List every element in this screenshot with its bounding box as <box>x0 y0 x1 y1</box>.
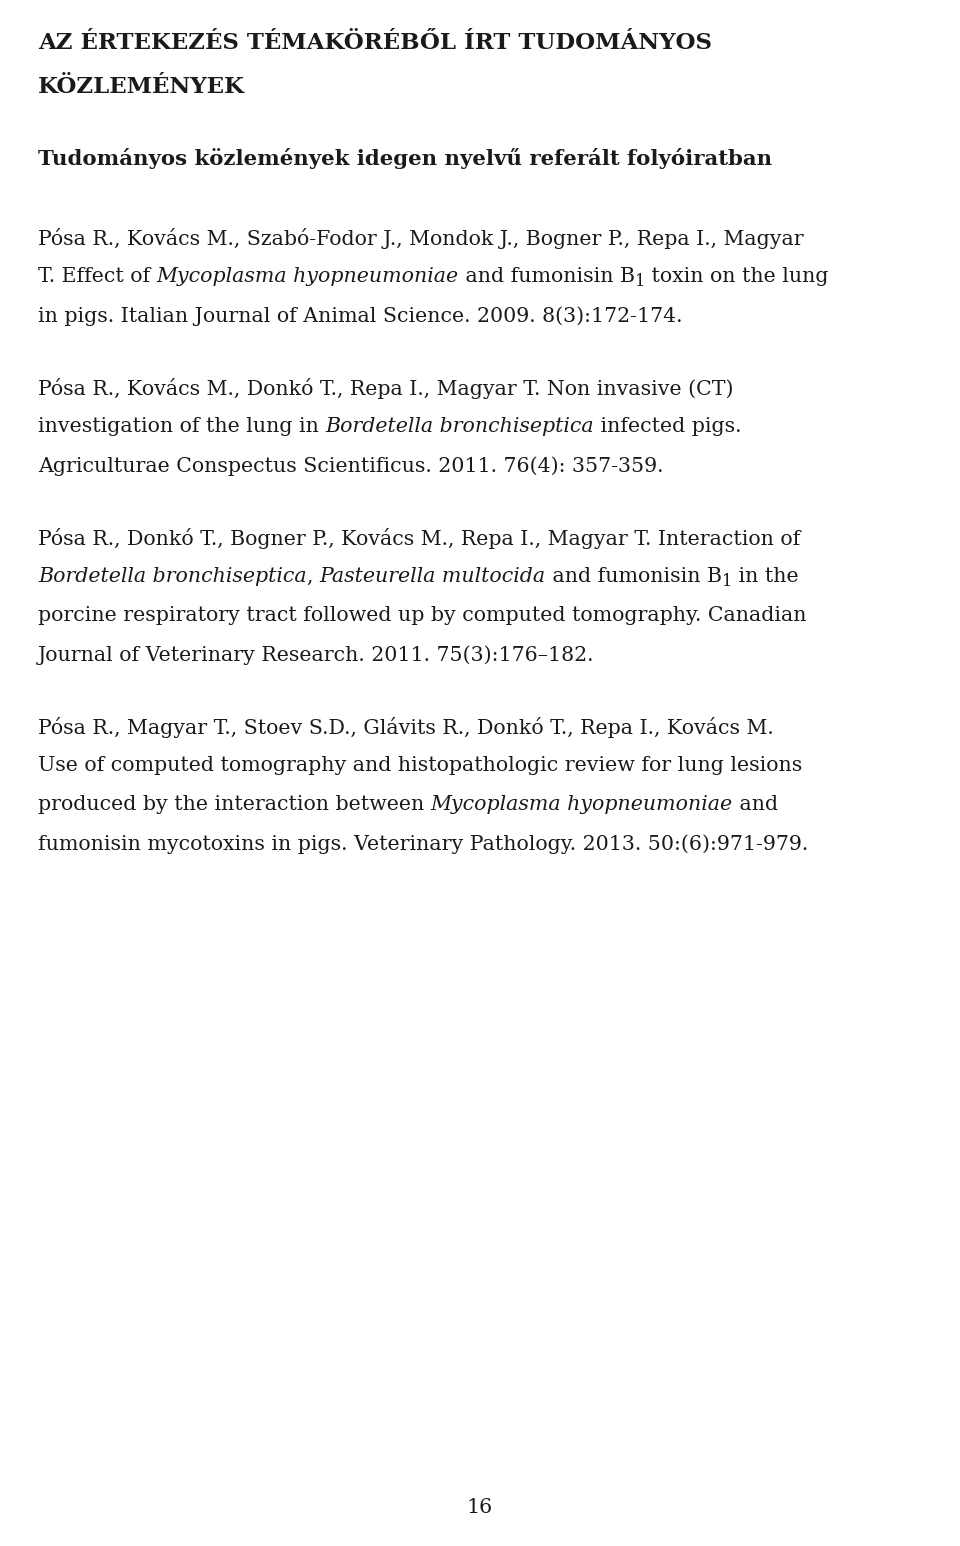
Text: fumonisin mycotoxins in pigs. Veterinary Pathology. 2013. 50:(6):971-979.: fumonisin mycotoxins in pigs. Veterinary… <box>38 833 808 853</box>
Text: Mycoplasma hyopneumoniae: Mycoplasma hyopneumoniae <box>156 267 459 286</box>
Text: Bordetella bronchiseptica: Bordetella bronchiseptica <box>325 417 594 436</box>
Text: infected pigs.: infected pigs. <box>594 417 741 436</box>
Text: Pasteurella multocida: Pasteurella multocida <box>320 567 545 586</box>
Text: Use of computed tomography and histopathologic review for lung lesions: Use of computed tomography and histopath… <box>38 756 803 775</box>
Text: porcine respiratory tract followed up by computed tomography. Canadian: porcine respiratory tract followed up by… <box>38 606 806 625</box>
Text: Journal of Veterinary Research. 2011. 75(3):176–182.: Journal of Veterinary Research. 2011. 75… <box>38 645 594 665</box>
Text: AZ ÉRTEKEZÉS TÉMAKÖRÉBŐL ÍRT TUDOMÁNYOS: AZ ÉRTEKEZÉS TÉMAKÖRÉBŐL ÍRT TUDOMÁNYOS <box>38 32 712 54</box>
Text: and fumonisin B: and fumonisin B <box>545 567 722 586</box>
Text: ,: , <box>306 567 320 586</box>
Text: toxin on the lung: toxin on the lung <box>645 267 828 286</box>
Text: Bordetella bronchiseptica: Bordetella bronchiseptica <box>38 567 306 586</box>
Text: and fumonisin B: and fumonisin B <box>459 267 635 286</box>
Text: Mycoplasma hyopneumoniae: Mycoplasma hyopneumoniae <box>431 795 732 815</box>
Text: produced by the interaction between: produced by the interaction between <box>38 795 431 815</box>
Text: in the: in the <box>732 567 799 586</box>
Text: KÖZLEMÉNYEK: KÖZLEMÉNYEK <box>38 76 245 97</box>
Text: Tudományos közlemények idegen nyelvű referált folyóiratban: Tudományos közlemények idegen nyelvű ref… <box>38 148 772 169</box>
Text: in pigs. Italian Journal of Animal Science. 2009. 8(3):172-174.: in pigs. Italian Journal of Animal Scien… <box>38 306 683 326</box>
Text: Pósa R., Donkó T., Bogner P., Kovács M., Repa I., Magyar T. Interaction of: Pósa R., Donkó T., Bogner P., Kovács M.,… <box>38 529 801 549</box>
Text: Agriculturae Conspectus Scientificus. 2011. 76(4): 357-359.: Agriculturae Conspectus Scientificus. 20… <box>38 456 663 476</box>
Text: Pósa R., Magyar T., Stoev S.D., Glávits R., Donkó T., Repa I., Kovács M.: Pósa R., Magyar T., Stoev S.D., Glávits … <box>38 717 774 737</box>
Text: T. Effect of: T. Effect of <box>38 267 156 286</box>
Text: 16: 16 <box>467 1498 493 1517</box>
Text: 1: 1 <box>635 274 645 291</box>
Text: Pósa R., Kovács M., Szabó-Fodor J., Mondok J., Bogner P., Repa I., Magyar: Pósa R., Kovács M., Szabó-Fodor J., Mond… <box>38 227 804 249</box>
Text: Pósa R., Kovács M., Donkó T., Repa I., Magyar T. Non invasive (CT): Pósa R., Kovács M., Donkó T., Repa I., M… <box>38 379 733 399</box>
Text: and: and <box>732 795 778 815</box>
Text: investigation of the lung in: investigation of the lung in <box>38 417 325 436</box>
Text: 1: 1 <box>722 574 732 591</box>
